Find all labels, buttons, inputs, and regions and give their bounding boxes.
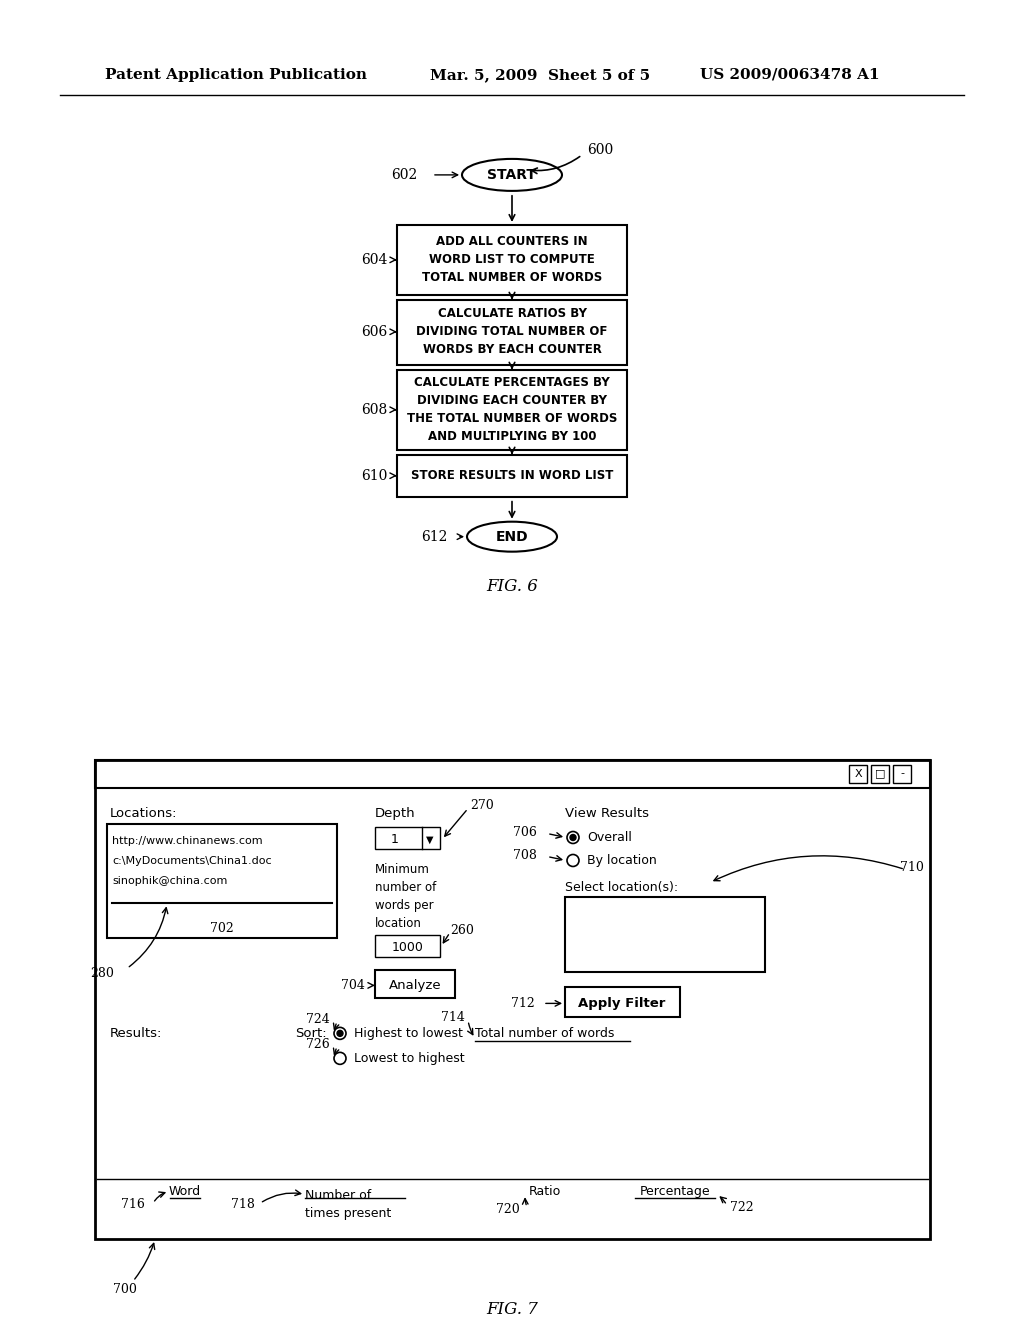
Text: X: X <box>854 768 862 779</box>
Text: 1000: 1000 <box>392 941 424 954</box>
Text: Locations:: Locations: <box>110 807 177 820</box>
Text: 260: 260 <box>450 924 474 937</box>
Text: FIG. 6: FIG. 6 <box>486 578 538 595</box>
Text: 608: 608 <box>360 403 387 417</box>
Text: Total number of words: Total number of words <box>475 1027 614 1040</box>
Text: Apply Filter: Apply Filter <box>579 997 666 1010</box>
Text: 604: 604 <box>360 253 387 267</box>
Text: 602: 602 <box>391 168 417 182</box>
Text: 280: 280 <box>90 968 114 979</box>
Text: □: □ <box>874 768 886 779</box>
Text: END: END <box>496 529 528 544</box>
Text: 718: 718 <box>231 1197 255 1210</box>
Text: ▼: ▼ <box>426 834 434 845</box>
Text: CALCULATE RATIOS BY
DIVIDING TOTAL NUMBER OF
WORDS BY EACH COUNTER: CALCULATE RATIOS BY DIVIDING TOTAL NUMBE… <box>417 308 607 356</box>
Text: Results:: Results: <box>110 1027 163 1040</box>
Text: c:\MyDocuments\China1.doc: c:\MyDocuments\China1.doc <box>112 857 271 866</box>
Text: Overall: Overall <box>587 832 632 843</box>
Text: 720: 720 <box>497 1203 520 1216</box>
Text: FIG. 7: FIG. 7 <box>486 1300 538 1317</box>
Text: 716: 716 <box>121 1197 145 1210</box>
Circle shape <box>337 1031 343 1036</box>
Text: Select location(s):: Select location(s): <box>565 880 678 894</box>
Text: By location: By location <box>587 854 656 867</box>
Text: Word: Word <box>169 1185 201 1197</box>
Text: 610: 610 <box>360 469 387 483</box>
Text: Highest to lowest: Highest to lowest <box>354 1027 463 1040</box>
Text: sinophik@china.com: sinophik@china.com <box>112 876 227 887</box>
Text: 714: 714 <box>441 1011 465 1024</box>
Text: Depth: Depth <box>375 807 416 820</box>
Text: 708: 708 <box>513 849 537 862</box>
Text: 270: 270 <box>470 799 494 812</box>
Text: START: START <box>487 168 537 182</box>
Text: 702: 702 <box>210 921 233 935</box>
Text: 612: 612 <box>421 529 447 544</box>
Text: Percentage: Percentage <box>640 1185 711 1197</box>
Text: CALCULATE PERCENTAGES BY
DIVIDING EACH COUNTER BY
THE TOTAL NUMBER OF WORDS
AND : CALCULATE PERCENTAGES BY DIVIDING EACH C… <box>407 376 617 444</box>
Text: Mar. 5, 2009  Sheet 5 of 5: Mar. 5, 2009 Sheet 5 of 5 <box>430 67 650 82</box>
Text: 712: 712 <box>511 997 535 1010</box>
Text: Sort:: Sort: <box>295 1027 327 1040</box>
Text: 710: 710 <box>900 861 924 874</box>
Text: ADD ALL COUNTERS IN
WORD LIST TO COMPUTE
TOTAL NUMBER OF WORDS: ADD ALL COUNTERS IN WORD LIST TO COMPUTE… <box>422 235 602 284</box>
Text: 704: 704 <box>341 979 365 991</box>
Text: 600: 600 <box>587 143 613 157</box>
Text: Number of
times present: Number of times present <box>305 1189 391 1220</box>
Text: Analyze: Analyze <box>389 979 441 991</box>
Text: 606: 606 <box>360 325 387 339</box>
Text: Lowest to highest: Lowest to highest <box>354 1052 465 1065</box>
Text: 724: 724 <box>306 1012 330 1026</box>
Text: Patent Application Publication: Patent Application Publication <box>105 67 367 82</box>
Text: Ratio: Ratio <box>528 1185 561 1197</box>
Text: http://www.chinanews.com: http://www.chinanews.com <box>112 837 262 846</box>
Text: Minimum
number of
words per
location: Minimum number of words per location <box>375 863 436 931</box>
Text: View Results: View Results <box>565 807 649 820</box>
Text: 1: 1 <box>391 833 399 846</box>
Text: -: - <box>900 768 904 779</box>
Text: US 2009/0063478 A1: US 2009/0063478 A1 <box>700 67 880 82</box>
Text: 722: 722 <box>730 1201 754 1214</box>
Text: 726: 726 <box>306 1038 330 1051</box>
Text: STORE RESULTS IN WORD LIST: STORE RESULTS IN WORD LIST <box>411 469 613 482</box>
Text: 706: 706 <box>513 826 537 840</box>
Text: 700: 700 <box>113 1283 137 1296</box>
Circle shape <box>570 834 575 841</box>
